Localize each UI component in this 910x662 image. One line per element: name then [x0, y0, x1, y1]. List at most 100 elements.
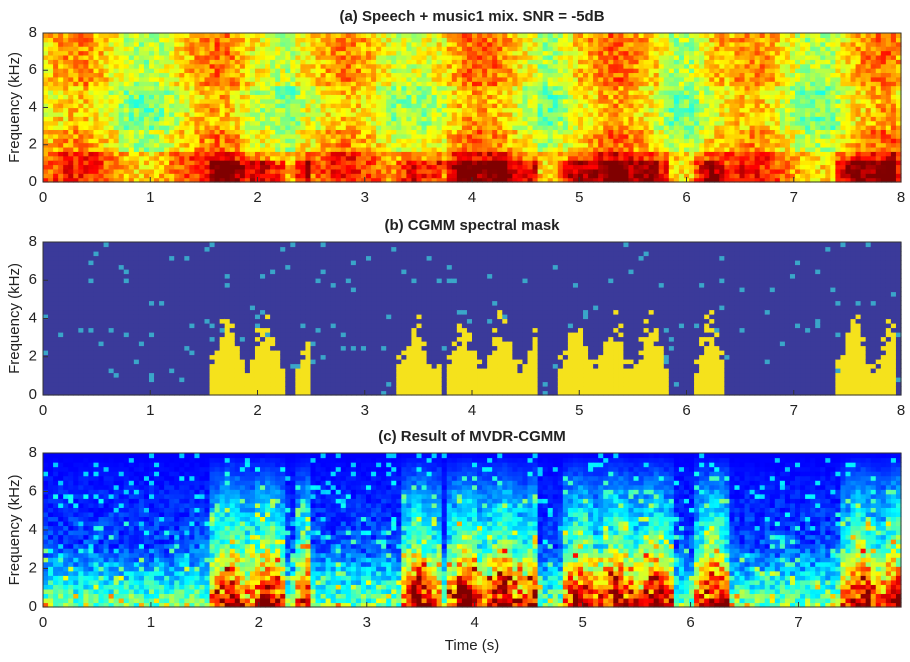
spectrogram-cell	[447, 77, 453, 82]
spectrogram-cell	[699, 46, 705, 51]
spectrogram-cell	[563, 86, 569, 91]
spectrogram-cell	[734, 51, 740, 56]
spectrogram-cell	[326, 143, 332, 148]
spectrogram-cell	[250, 116, 256, 121]
spectrogram-cell	[628, 37, 634, 42]
spectrogram-cell	[452, 138, 458, 143]
spectrogram-cell	[356, 77, 362, 82]
spectrogram-cell	[623, 108, 629, 113]
spectrogram-cell	[366, 164, 372, 169]
spectrogram-cell	[406, 108, 412, 113]
spectrogram-cell	[346, 108, 352, 113]
spectrogram-cell	[245, 160, 251, 165]
spectrogram-cell	[73, 125, 79, 130]
spectrogram-cell	[119, 77, 125, 82]
spectrogram-cell	[341, 164, 347, 169]
spectrogram-cell	[99, 156, 105, 161]
spectrogram-cell	[729, 90, 735, 95]
spectrogram-cell	[452, 103, 458, 108]
spectrogram-cell	[386, 51, 392, 56]
spectrogram-cell	[608, 108, 614, 113]
spectrogram-cell	[765, 46, 771, 51]
spectrogram-cell	[538, 103, 544, 108]
spectrogram-cell	[275, 72, 281, 77]
spectrogram-cell	[507, 64, 513, 69]
spectrogram-cell	[760, 108, 766, 113]
spectrogram-cell	[608, 72, 614, 77]
spectrogram-cell	[517, 108, 523, 113]
spectrogram-cell	[714, 59, 720, 64]
spectrogram-cell	[719, 164, 725, 169]
spectrogram-cell	[331, 116, 337, 121]
spectrogram-cell	[548, 103, 554, 108]
spectrogram-cell	[220, 99, 226, 104]
spectrogram-cell	[154, 147, 160, 152]
spectrogram-cell	[522, 68, 528, 73]
spectrogram-cell	[371, 129, 377, 134]
spectrogram-cell	[83, 121, 89, 126]
spectrogram-cell	[99, 164, 105, 169]
spectrogram-cell	[280, 147, 286, 152]
spectrogram-cell	[457, 55, 463, 60]
spectrogram-cell	[775, 125, 781, 130]
spectrogram-cell	[331, 121, 337, 126]
spectrogram-cell	[502, 129, 508, 134]
spectrogram-cell	[305, 90, 311, 95]
spectrogram-cell	[775, 42, 781, 47]
spectrogram-cell	[427, 147, 433, 152]
spectrogram-cell	[649, 77, 655, 82]
spectrogram-cell	[669, 138, 675, 143]
spectrogram-cell	[210, 55, 216, 60]
spectrogram-cell	[578, 55, 584, 60]
spectrogram-cell	[300, 151, 306, 156]
spectrogram-cell	[346, 64, 352, 69]
spectrogram-cell	[750, 147, 756, 152]
spectrogram-cell	[467, 59, 473, 64]
spectrogram-cell	[371, 59, 377, 64]
spectrogram-cell	[149, 37, 155, 42]
spectrogram-cell	[346, 59, 352, 64]
spectrogram-cell	[144, 164, 150, 169]
spectrogram-cell	[68, 99, 74, 104]
spectrogram-cell	[220, 37, 226, 42]
spectrogram-cell	[765, 42, 771, 47]
spectrogram-cell	[669, 86, 675, 91]
spectrogram-cell	[391, 138, 397, 143]
spectrogram-cell	[755, 160, 761, 165]
spectrogram-cell	[437, 77, 443, 82]
spectrogram-cell	[649, 108, 655, 113]
spectrogram-cell	[452, 90, 458, 95]
spectrogram-cell	[189, 72, 195, 77]
spectrogram-cell	[694, 169, 700, 174]
spectrogram-cell	[654, 46, 660, 51]
spectrogram-cell	[760, 81, 766, 86]
spectrogram-cell	[174, 160, 180, 165]
spectrogram-cell	[689, 37, 695, 42]
spectrogram-cell	[724, 138, 730, 143]
spectrogram-cell	[225, 164, 231, 169]
spectrogram-cell	[78, 51, 84, 56]
spectrogram-cell	[613, 33, 619, 38]
spectrogram-cell	[114, 173, 120, 178]
spectrogram-cell	[300, 129, 306, 134]
spectrogram-cell	[154, 160, 160, 165]
spectrogram-cell	[93, 94, 99, 99]
spectrogram-cell	[305, 112, 311, 117]
spectrogram-cell	[124, 156, 130, 161]
spectrogram-cell	[58, 86, 64, 91]
spectrogram-cell	[507, 94, 513, 99]
spectrogram-cell	[649, 151, 655, 156]
spectrogram-cell	[88, 156, 94, 161]
spectrogram-cell	[765, 151, 771, 156]
spectrogram-cell	[225, 33, 231, 38]
spectrogram-cell	[593, 112, 599, 117]
spectrogram-cell	[194, 51, 200, 56]
spectrogram-cell	[623, 72, 629, 77]
spectrogram-cell	[275, 55, 281, 60]
spectrogram-cell	[628, 129, 634, 134]
spectrogram-cell	[265, 143, 271, 148]
spectrogram-cell	[427, 64, 433, 69]
spectrogram-cell	[250, 143, 256, 148]
spectrogram-cell	[719, 121, 725, 126]
spectrogram-cell	[664, 121, 670, 126]
